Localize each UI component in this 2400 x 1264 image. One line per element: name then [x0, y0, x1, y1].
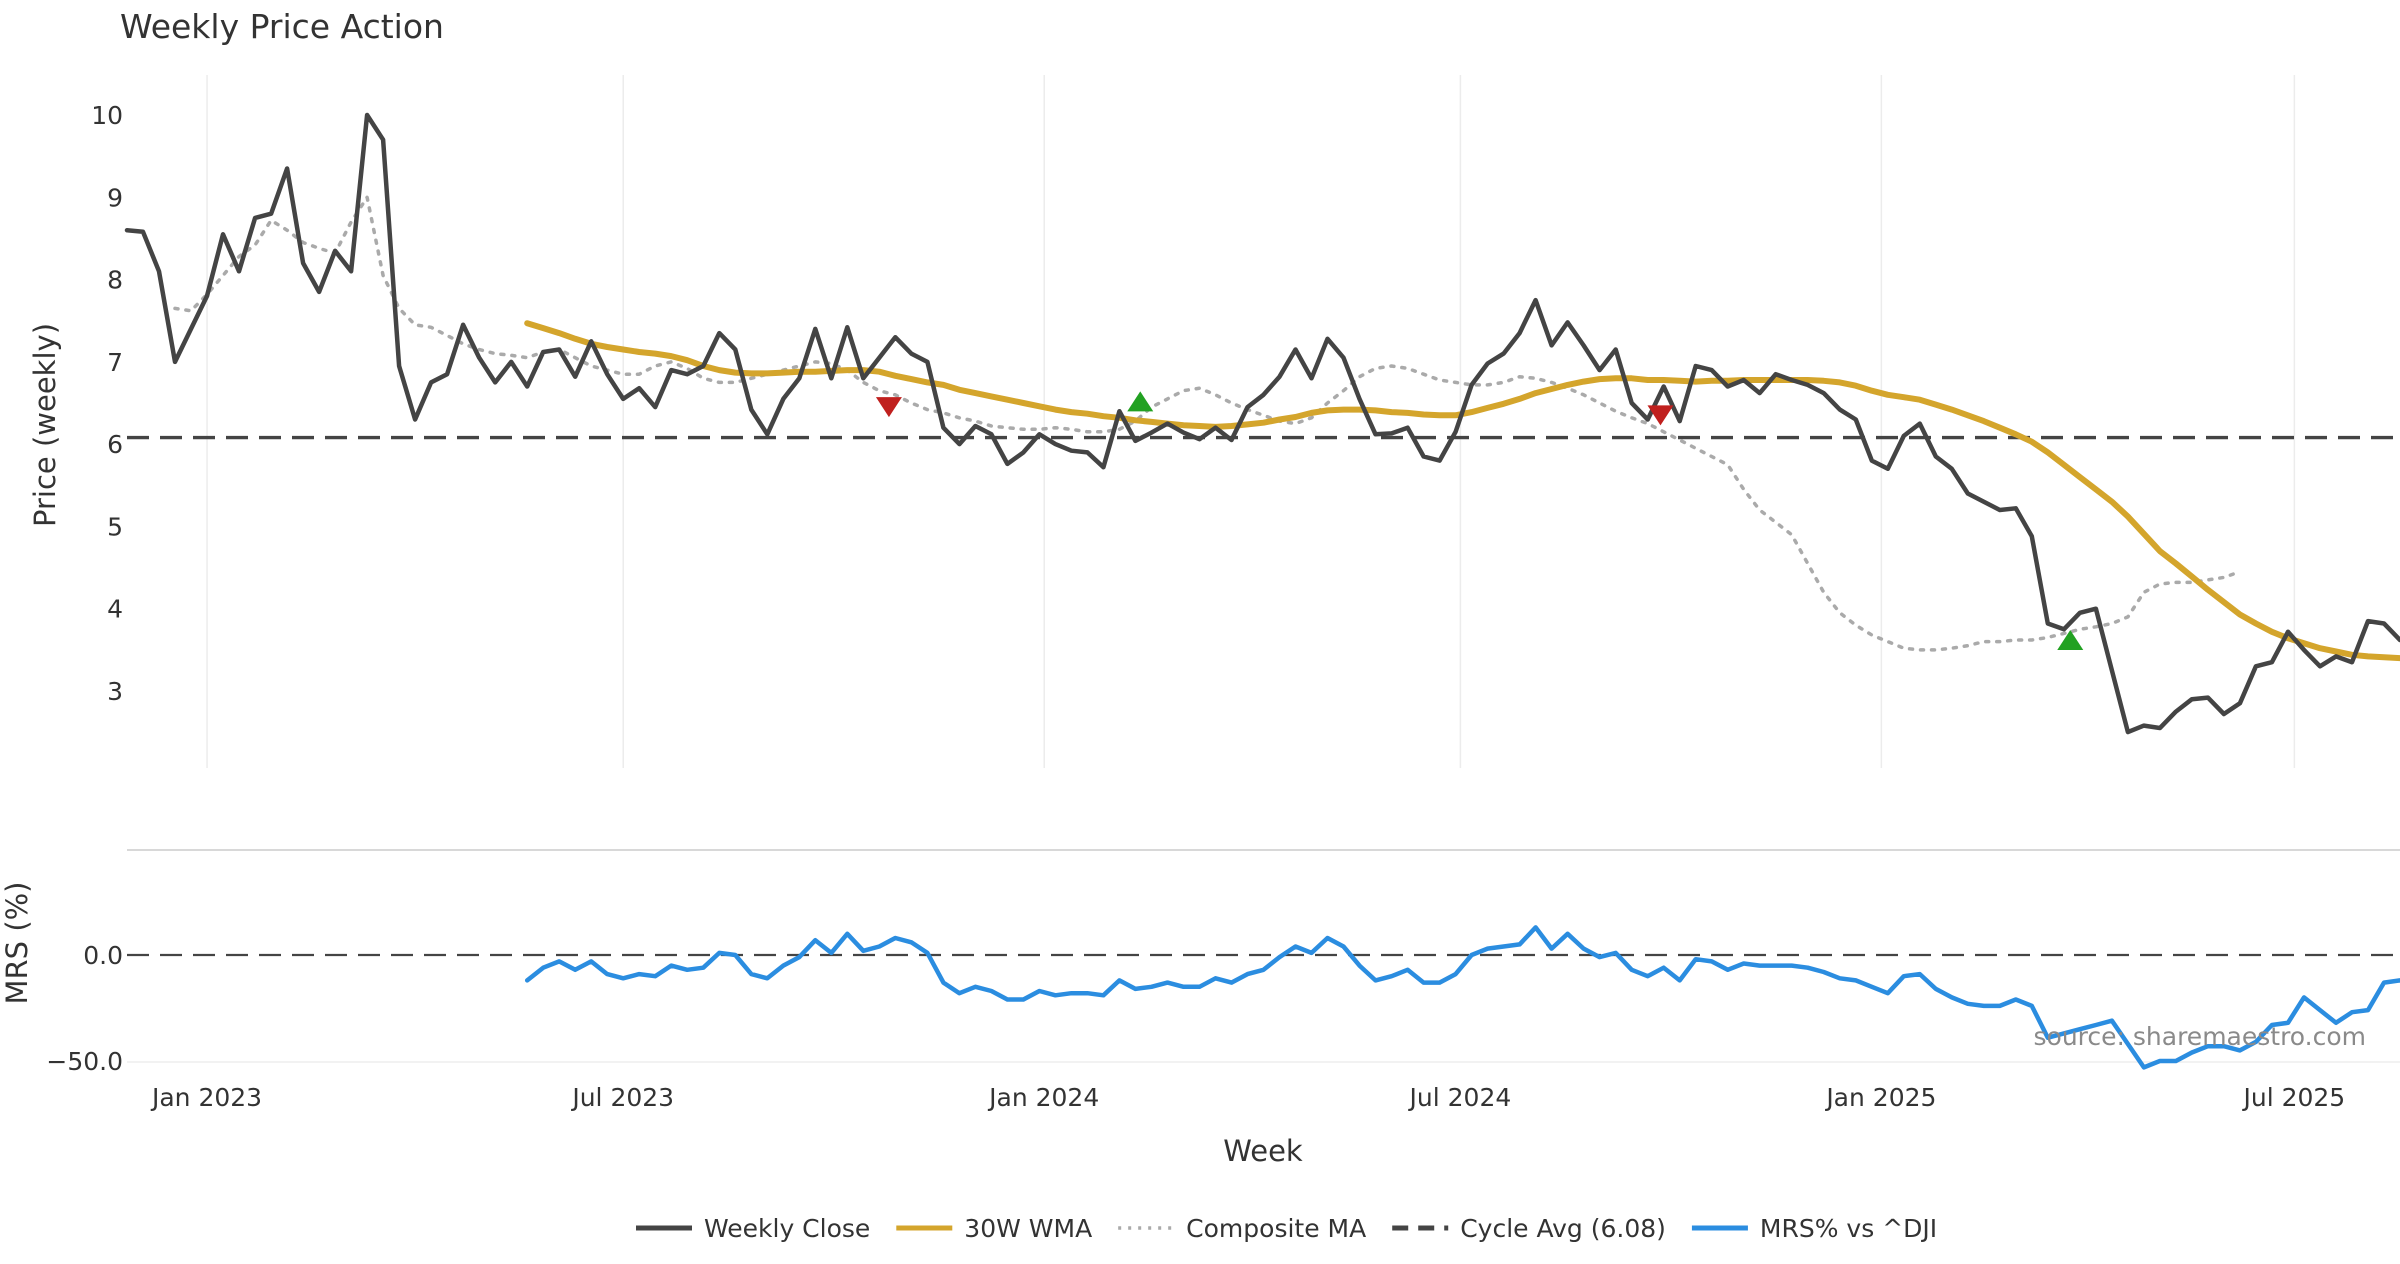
- x-axis-label: Week: [1223, 1134, 1303, 1168]
- price-y-tick-7: 7: [107, 348, 123, 377]
- series-composite-ma: [173, 195, 2242, 652]
- signal-markers: [875, 391, 2084, 650]
- chart-title: Weekly Price Action: [120, 7, 444, 46]
- legend-label-cycle-avg-6-08: Cycle Avg (6.08): [1460, 1214, 1666, 1243]
- source-annotation: source: sharemaestro.com: [2034, 1022, 2367, 1051]
- price-y-tick-5: 5: [107, 512, 123, 541]
- price-y-tick-10: 10: [91, 101, 123, 130]
- legend-item-cycle-avg-6-08: Cycle Avg (6.08): [1392, 1214, 1666, 1243]
- series-30w-wma: [524, 320, 2400, 662]
- price-y-tick-8: 8: [107, 266, 123, 295]
- sell-signal-marker-1: [875, 397, 902, 418]
- price-y-axis-label: Price (weekly): [28, 323, 62, 527]
- buy-signal-marker-2: [1127, 391, 1154, 412]
- x-tick-jan-2025: Jan 2025: [1824, 1083, 1936, 1112]
- price-y-tick-labels: 3 4 5 6 7 8 9 10: [91, 101, 123, 706]
- x-tick-jan-2024: Jan 2024: [987, 1083, 1099, 1112]
- price-series-layer: [124, 112, 2400, 735]
- x-tick-jul-2023: Jul 2023: [570, 1083, 674, 1112]
- mrs-y-axis-label: MRS (%): [0, 882, 34, 1005]
- legend-item-mrs-vs-dji: MRS% vs ^DJI: [1691, 1214, 1937, 1243]
- sell-signal-marker-3: [1647, 405, 1674, 426]
- mrs-series-layer: [127, 925, 2400, 1070]
- series-weekly-close: [124, 112, 2400, 735]
- mrs-y-tick-labels: 0.0 −50.0: [46, 941, 123, 1076]
- mrs-grid: [127, 849, 2400, 1063]
- legend-label-30w-wma: 30W WMA: [964, 1214, 1092, 1243]
- price-y-tick-4: 4: [107, 595, 123, 624]
- legend: Weekly Close 30W WMA Composite MA Cycle Avg…: [636, 1214, 1937, 1243]
- mrs-y-tick-0: 0.0: [83, 941, 123, 970]
- legend-label-weekly-close: Weekly Close: [704, 1214, 870, 1243]
- legend-item-30w-wma: 30W WMA: [896, 1214, 1092, 1243]
- x-tick-jul-2025: Jul 2025: [2241, 1083, 2345, 1112]
- legend-label-composite-ma: Composite MA: [1186, 1214, 1366, 1243]
- x-tick-jan-2023: Jan 2023: [150, 1083, 262, 1112]
- price-y-tick-3: 3: [107, 677, 123, 706]
- price-y-tick-6: 6: [107, 430, 123, 459]
- legend-label-mrs-vs-dji: MRS% vs ^DJI: [1760, 1214, 1937, 1243]
- x-tick-labels: Jan 2023 Jul 2023 Jan 2024 Jul 2024 Jan 2025…: [150, 1083, 2345, 1112]
- buy-signal-marker-4: [2057, 629, 2084, 650]
- mrs-y-tick-50: −50.0: [46, 1047, 123, 1076]
- legend-item-weekly-close: Weekly Close: [636, 1214, 870, 1243]
- price-y-tick-9: 9: [107, 183, 123, 212]
- legend-item-composite-ma: Composite MA: [1118, 1214, 1366, 1243]
- series-mrs-vs-dji: [524, 925, 2400, 1070]
- x-tick-jul-2024: Jul 2024: [1408, 1083, 1512, 1112]
